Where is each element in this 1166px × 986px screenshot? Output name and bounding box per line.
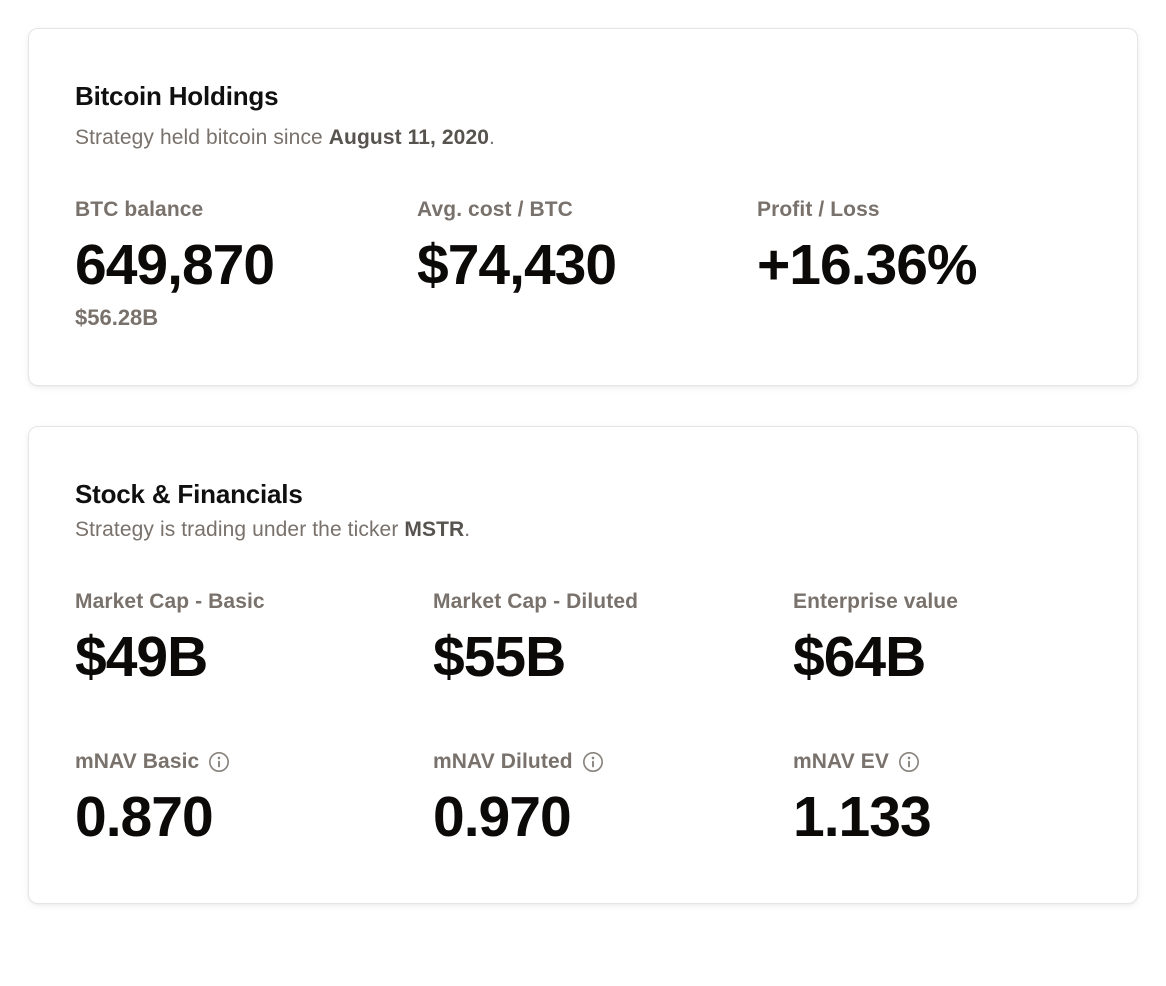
mnav-basic-label: mNAV Basic [75, 750, 433, 774]
metric-btc-balance: BTC balance 649,870 $56.28B [75, 198, 417, 331]
bitcoin-since-date: August 11, 2020 [328, 126, 490, 149]
info-icon[interactable] [582, 751, 604, 773]
mnav-ev-label: mNAV EV [793, 750, 1091, 774]
metric-market-cap-basic: Market Cap - Basic $49B [75, 590, 433, 689]
market-cap-diluted-value: $55B [433, 624, 566, 689]
stock-financials-card: Stock & Financials Strategy is trading u… [28, 425, 1138, 905]
market-cap-diluted-label: Market Cap - Diluted [433, 589, 639, 613]
btc-balance-usd-value: $56.28B [75, 304, 159, 330]
market-cap-basic-value: $49B [75, 624, 208, 689]
info-icon[interactable] [208, 751, 230, 773]
metric-mnav-ev: mNAV EV 1.133 [793, 750, 1091, 849]
stock-financials-title: Stock & Financials [75, 478, 303, 509]
mnav-row: mNAV Basic 0.870 mNAV Diluted [75, 750, 1091, 849]
bitcoin-holdings-title: Bitcoin Holdings [75, 81, 279, 111]
mnav-ev-label-text: mNAV EV [793, 750, 889, 774]
btc-balance-value: 649,870 [75, 233, 275, 297]
btc-balance-label: BTC balance [75, 198, 204, 221]
mnav-diluted-label: mNAV Diluted [433, 750, 793, 774]
metric-market-cap-diluted: Market Cap - Diluted $55B [433, 590, 793, 689]
avg-cost-label: Avg. cost / BTC [417, 198, 573, 221]
metric-enterprise-value: Enterprise value $64B [793, 590, 1091, 689]
bitcoin-holdings-subtitle: Strategy held bitcoin since August 11, 2… [75, 126, 1091, 150]
enterprise-value-label: Enterprise value [793, 589, 959, 613]
avg-cost-value: $74,430 [417, 233, 617, 297]
metric-mnav-basic: mNAV Basic 0.870 [75, 750, 433, 849]
subtitle-period: . [489, 126, 495, 149]
mnav-basic-value: 0.870 [75, 785, 214, 850]
ticker-symbol: MSTR [404, 517, 465, 541]
subtitle-text: Strategy is trading under the ticker [75, 517, 405, 541]
mnav-ev-value: 1.133 [793, 785, 932, 850]
profit-loss-label: Profit / Loss [757, 198, 880, 221]
info-icon[interactable] [898, 751, 920, 773]
subtitle-period: . [464, 517, 471, 541]
stock-financials-subtitle: Strategy is trading under the ticker MST… [75, 518, 1091, 542]
market-cap-basic-label: Market Cap - Basic [75, 589, 265, 613]
metric-avg-cost: Avg. cost / BTC $74,430 [417, 198, 757, 331]
mnav-diluted-label-text: mNAV Diluted [433, 750, 573, 774]
market-cap-row: Market Cap - Basic $49B Market Cap - Dil… [75, 590, 1091, 689]
enterprise-value-value: $64B [793, 624, 926, 689]
profit-loss-value: +16.36% [757, 233, 978, 297]
metric-profit-loss: Profit / Loss +16.36% [757, 198, 1091, 331]
metric-mnav-diluted: mNAV Diluted 0.970 [433, 750, 793, 849]
bitcoin-holdings-card: Bitcoin Holdings Strategy held bitcoin s… [28, 28, 1138, 386]
mnav-basic-label-text: mNAV Basic [75, 750, 200, 774]
page: Bitcoin Holdings Strategy held bitcoin s… [28, 28, 1138, 905]
subtitle-text: Strategy held bitcoin since [75, 126, 329, 149]
mnav-diluted-value: 0.970 [433, 785, 572, 850]
bitcoin-metrics-row: BTC balance 649,870 $56.28B Avg. cost / … [75, 198, 1091, 331]
